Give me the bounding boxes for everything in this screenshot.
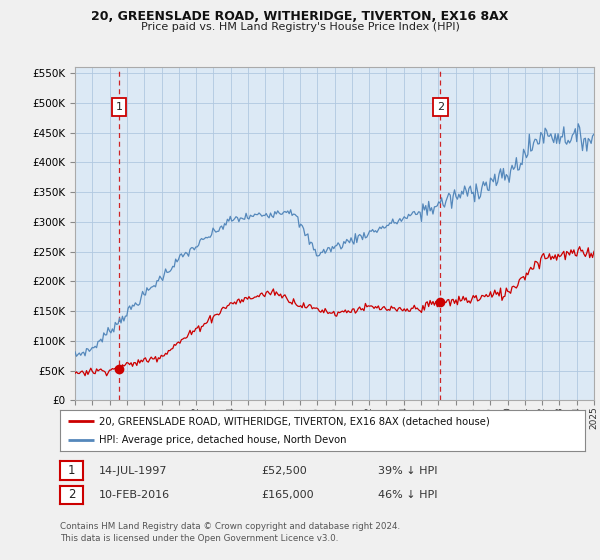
Text: 39% ↓ HPI: 39% ↓ HPI [378,466,437,475]
Text: 1: 1 [68,464,75,477]
Text: 20, GREENSLADE ROAD, WITHERIDGE, TIVERTON, EX16 8AX (detached house): 20, GREENSLADE ROAD, WITHERIDGE, TIVERTO… [100,417,490,426]
Text: 1: 1 [115,102,122,112]
Text: 46% ↓ HPI: 46% ↓ HPI [378,490,437,500]
Text: 14-JUL-1997: 14-JUL-1997 [99,466,167,475]
Text: 20, GREENSLADE ROAD, WITHERIDGE, TIVERTON, EX16 8AX: 20, GREENSLADE ROAD, WITHERIDGE, TIVERTO… [91,10,509,23]
Text: 2: 2 [68,488,75,501]
Text: HPI: Average price, detached house, North Devon: HPI: Average price, detached house, Nort… [100,435,347,445]
Text: Contains HM Land Registry data © Crown copyright and database right 2024.
This d: Contains HM Land Registry data © Crown c… [60,522,400,543]
Text: Price paid vs. HM Land Registry's House Price Index (HPI): Price paid vs. HM Land Registry's House … [140,22,460,32]
Text: £52,500: £52,500 [261,466,307,475]
Text: £165,000: £165,000 [261,490,314,500]
Text: 10-FEB-2016: 10-FEB-2016 [99,490,170,500]
Text: 2: 2 [437,102,444,112]
